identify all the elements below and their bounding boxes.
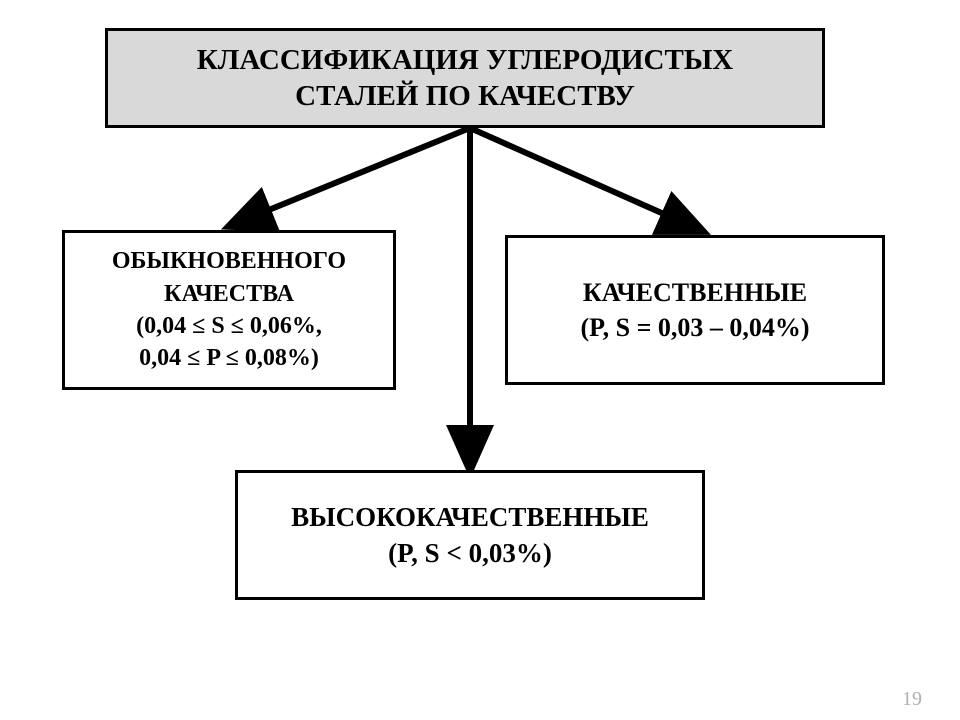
ordinary-line3: (0,04 ≤ S ≤ 0,06%, [136,310,322,342]
high-quality-node: ВЫСОКОКАЧЕСТВЕННЫЕ (P, S < 0,03%) [235,470,705,600]
title-line2: СТАЛЕЙ ПО КАЧЕСТВУ [295,78,635,114]
title-node: КЛАССИФИКАЦИЯ УГЛЕРОДИСТЫХ СТАЛЕЙ ПО КАЧ… [105,28,825,128]
quality-node: КАЧЕСТВЕННЫЕ (P, S = 0,03 – 0,04%) [505,235,885,385]
quality-line1: КАЧЕСТВЕННЫЕ [583,275,807,310]
ordinary-line1: ОБЫКНОВЕННОГО [112,245,346,277]
quality-line2: (P, S = 0,03 – 0,04%) [580,310,809,345]
ordinary-line4: 0,04 ≤ P ≤ 0,08%) [139,342,319,374]
ordinary-line2: КАЧЕСТВА [164,278,294,310]
diagram-canvas: КЛАССИФИКАЦИЯ УГЛЕРОДИСТЫХ СТАЛЕЙ ПО КАЧ… [0,0,960,720]
high-line2: (P, S < 0,03%) [388,535,552,571]
title-line1: КЛАССИФИКАЦИЯ УГЛЕРОДИСТЫХ [197,42,734,78]
ordinary-node: ОБЫКНОВЕННОГО КАЧЕСТВА (0,04 ≤ S ≤ 0,06%… [62,230,396,390]
edge-title-to-quality [470,128,700,230]
page-number: 19 [902,688,922,711]
high-line1: ВЫСОКОКАЧЕСТВЕННЫЕ [291,499,649,535]
edge-title-to-ordinary [232,128,470,225]
